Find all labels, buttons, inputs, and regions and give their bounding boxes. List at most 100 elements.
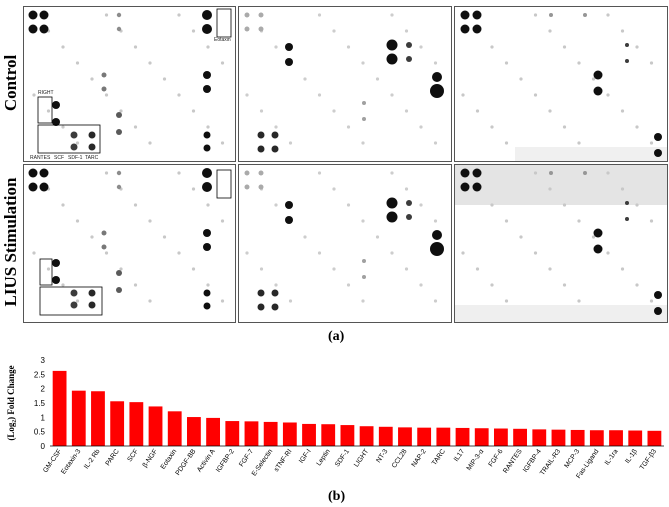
bar-19 bbox=[417, 427, 432, 446]
bar-30 bbox=[628, 430, 643, 446]
blot-spot bbox=[519, 77, 523, 81]
bar-7 bbox=[186, 417, 201, 446]
x-tick-label: LIGHT bbox=[353, 448, 370, 468]
blot-spot bbox=[116, 12, 122, 18]
blot-spot bbox=[39, 168, 49, 178]
blot-spot bbox=[285, 201, 293, 209]
blot-spot bbox=[419, 125, 423, 129]
right-box bbox=[39, 258, 53, 286]
blot-spot bbox=[346, 203, 351, 207]
blot-spot bbox=[257, 145, 265, 153]
blot-spot bbox=[332, 267, 336, 271]
blot-spot bbox=[258, 184, 264, 190]
blot-spot bbox=[519, 235, 523, 239]
blot-spot bbox=[119, 267, 123, 271]
blot-spot bbox=[620, 267, 625, 271]
blot-spot bbox=[606, 251, 610, 255]
bar-1 bbox=[71, 390, 86, 446]
blot-spot bbox=[346, 125, 351, 129]
blot-spot bbox=[202, 168, 212, 178]
blot-spot bbox=[288, 299, 293, 303]
blot-spot bbox=[202, 182, 212, 192]
blot-spot bbox=[490, 45, 494, 49]
bar-22 bbox=[474, 428, 489, 446]
blot-spot bbox=[203, 289, 211, 297]
blot-spot bbox=[162, 235, 167, 239]
blot-spot bbox=[620, 187, 625, 191]
blot-spot bbox=[406, 200, 412, 206]
blot-panel-control-3 bbox=[454, 6, 668, 162]
blot-spot bbox=[346, 283, 351, 287]
blot-spot bbox=[32, 93, 36, 97]
blot-spot bbox=[432, 72, 442, 82]
blot-background-noise bbox=[455, 305, 667, 322]
blot-spot bbox=[625, 217, 629, 221]
blot-spot bbox=[620, 109, 625, 113]
x-tick-label: IGF-I bbox=[298, 448, 313, 465]
blot-spot bbox=[258, 170, 264, 176]
blot-spot bbox=[288, 141, 293, 145]
blot-spot bbox=[591, 235, 596, 239]
x-tick-label: IL17 bbox=[453, 448, 466, 463]
blot-spot bbox=[39, 182, 49, 192]
blot-spot bbox=[191, 267, 196, 271]
bar-4 bbox=[129, 402, 144, 446]
blot-spot bbox=[271, 303, 279, 311]
blot-spot bbox=[101, 230, 107, 236]
blot-spot bbox=[133, 125, 138, 129]
blot-panel-control-2 bbox=[238, 6, 452, 162]
blot-spot bbox=[577, 141, 581, 145]
blot-spot bbox=[404, 267, 409, 271]
blot-spot bbox=[52, 118, 60, 126]
blot-spot bbox=[549, 171, 553, 175]
blot-spot bbox=[332, 109, 336, 113]
blot-spot bbox=[88, 301, 96, 309]
bar-3 bbox=[110, 401, 125, 446]
blot-spot bbox=[28, 168, 38, 178]
blot-spot bbox=[133, 45, 138, 49]
blot-spot bbox=[406, 56, 412, 62]
x-tick-label: TARC bbox=[431, 448, 447, 467]
blot-spot bbox=[472, 24, 482, 34]
bottom-box bbox=[39, 286, 103, 316]
blot-spot bbox=[70, 289, 78, 297]
blot-spot bbox=[649, 299, 654, 303]
bar-6 bbox=[167, 411, 182, 446]
blot-spot bbox=[593, 244, 603, 254]
blot-spot bbox=[404, 29, 409, 33]
blot-panel-lius-1 bbox=[23, 164, 236, 323]
blot-spot bbox=[390, 13, 394, 17]
blot-spot bbox=[404, 187, 409, 191]
x-tick-label: PARC bbox=[105, 448, 121, 467]
blot-spot bbox=[548, 29, 552, 33]
blot-spot bbox=[177, 251, 181, 255]
y-tick-label: 1 bbox=[41, 413, 46, 422]
right-label: RIGHT bbox=[38, 90, 54, 96]
eotaxin-box bbox=[216, 169, 232, 199]
blot-spot bbox=[133, 203, 138, 207]
blot-spot bbox=[203, 229, 211, 237]
blot-spot bbox=[433, 219, 438, 223]
blot-spot bbox=[404, 109, 409, 113]
blot-spot bbox=[70, 301, 78, 309]
blot-spot bbox=[46, 109, 51, 113]
blot-spot bbox=[88, 131, 96, 139]
blot-spot bbox=[649, 141, 654, 145]
x-tick-label: NAP-2 bbox=[411, 448, 428, 469]
blot-spot bbox=[206, 45, 210, 49]
blot-spot bbox=[271, 289, 279, 297]
x-tick-label: FGF-6 bbox=[488, 448, 505, 468]
blot-spot bbox=[504, 61, 509, 65]
blot-spot bbox=[419, 283, 423, 287]
blot-spot bbox=[606, 93, 610, 97]
blot-spot bbox=[654, 133, 662, 141]
bar-27 bbox=[570, 429, 585, 446]
blot-spot bbox=[386, 39, 398, 51]
blot-spot bbox=[583, 171, 587, 175]
x-tick-label: Activin A bbox=[196, 448, 217, 474]
blot-spot bbox=[28, 182, 38, 192]
blot-spot bbox=[220, 219, 225, 223]
blot-spot bbox=[116, 170, 122, 176]
blot-spot bbox=[61, 45, 65, 49]
bar-31 bbox=[647, 430, 662, 446]
